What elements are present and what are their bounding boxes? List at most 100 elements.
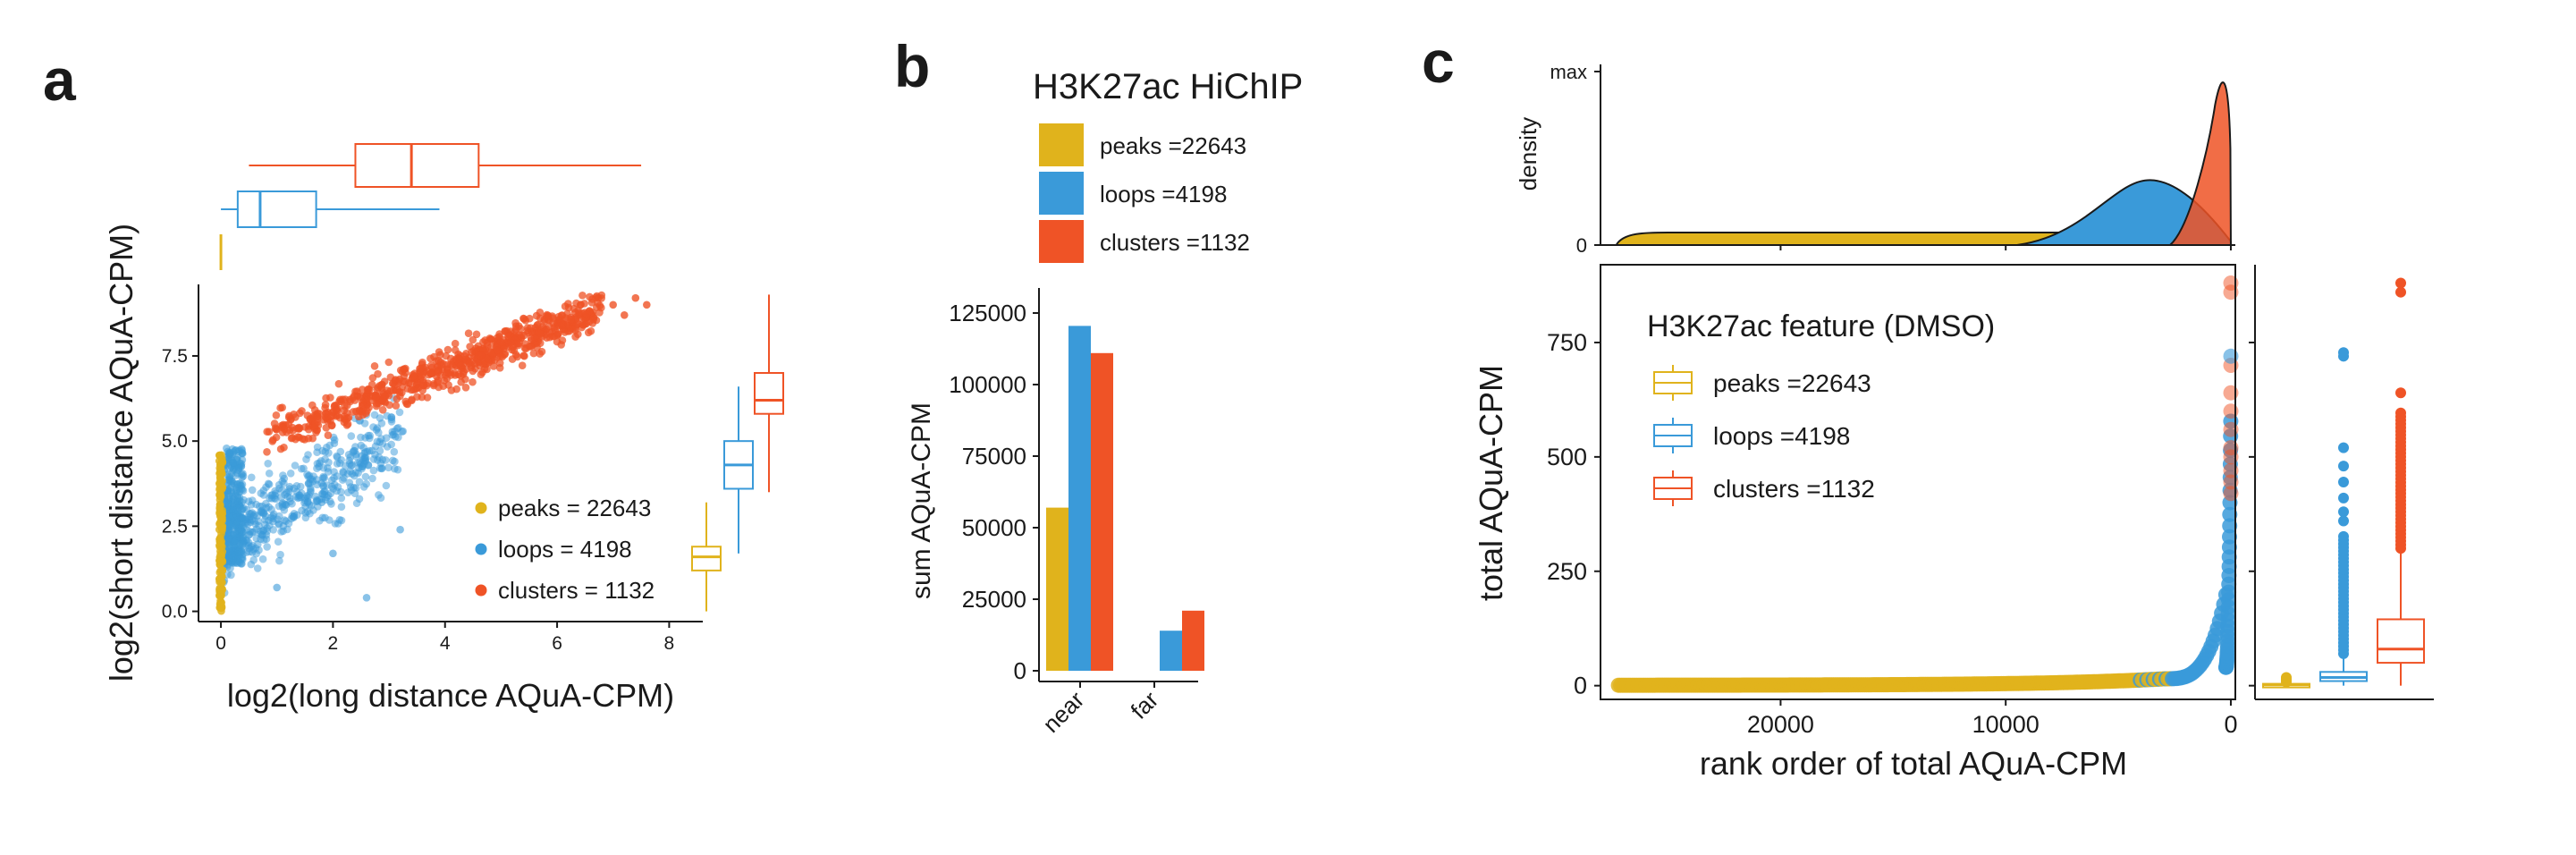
bar-loops-near	[1068, 326, 1091, 671]
scatter-point-cluster	[469, 377, 477, 386]
scatter-point-cluster	[359, 401, 367, 410]
scatter-point-loop	[261, 521, 269, 529]
scatter-point-cluster	[589, 315, 597, 324]
scatter-point-peak	[215, 479, 224, 488]
scatter-point-loop	[232, 471, 240, 479]
legend-label-b: peaks =22643	[1100, 132, 1246, 159]
box-body	[754, 372, 784, 415]
scatter-point-cluster	[372, 393, 381, 402]
scatter-point-cluster	[516, 325, 525, 333]
scatter-point-loop	[238, 446, 247, 454]
scatter-point-cluster	[357, 392, 366, 401]
scatter-point-cluster	[510, 346, 519, 355]
scatter-point-loop	[236, 524, 245, 533]
scatter-point-loop	[382, 481, 391, 490]
scatter-point-cluster	[349, 408, 358, 416]
scatter-point-loop	[321, 447, 330, 456]
y-tick-label-b: 0	[1014, 657, 1026, 684]
scatter-point-cluster	[504, 332, 512, 341]
scatter-point-cluster	[508, 355, 517, 363]
scatter-point-loop	[237, 461, 246, 470]
scatter-point-loop	[252, 534, 261, 543]
scatter-point-cluster	[315, 410, 324, 418]
scatter-point-cluster	[312, 428, 320, 436]
scatter-point-loop	[393, 424, 401, 433]
scatter-point-loop	[288, 512, 297, 521]
scatter-point-loop	[285, 482, 294, 491]
scatter-point-cluster	[519, 351, 528, 360]
scatter-point-peak	[216, 474, 224, 482]
scatter-point-cluster	[533, 321, 542, 330]
scatter-point-loop	[302, 455, 310, 463]
scatter-point-loop	[352, 499, 361, 507]
box-body	[2377, 618, 2425, 665]
scatter-point-cluster	[263, 448, 271, 456]
y-tick-label-b: 100000	[949, 371, 1026, 398]
scatter-point-loop	[259, 491, 268, 499]
scatter-point-loop	[318, 513, 327, 522]
scatter-point-cluster	[519, 331, 528, 340]
scatter-point-cluster	[543, 334, 551, 343]
scatter-point-cluster	[271, 424, 280, 433]
scatter-point-loop	[346, 467, 354, 476]
scatter-point-cluster	[326, 394, 334, 402]
panel-c: c 0 max density 20000 10000 0 0 250 500 750 rank or…	[1422, 29, 2434, 782]
scatter-point-cluster	[373, 400, 381, 408]
scatter-point-loop	[274, 538, 283, 546]
scatter-point-loop	[274, 480, 283, 489]
scatter-point-cluster	[457, 361, 465, 369]
box-body	[691, 546, 722, 571]
scatter-point-loop	[276, 550, 284, 559]
scatter-point-cluster	[298, 407, 306, 415]
legend-key-c-peaks	[1653, 365, 1693, 401]
scatter-point-loop	[244, 497, 253, 505]
scatter-point-loop	[238, 498, 246, 506]
x-axis-title-a: log2(long distance AQuA-CPM)	[227, 677, 674, 714]
boxplot-loops	[2319, 657, 2368, 686]
scatter-point-loop	[326, 497, 334, 506]
scatter-point-cluster	[561, 328, 569, 336]
scatter-point-cluster	[469, 335, 477, 344]
scatter-point-loop	[258, 554, 267, 563]
scatter-point-loop	[325, 516, 334, 524]
scatter-point-cluster	[340, 412, 349, 421]
x-tick-label-c: 10000	[1972, 711, 2040, 738]
legend-label-c: clusters =1132	[1713, 475, 1875, 503]
scatter-point-cluster	[378, 406, 387, 414]
scatter-point-loop	[351, 443, 359, 451]
x-tick-label-a: 0	[215, 633, 226, 654]
scatter-point-cluster	[417, 364, 425, 373]
scatter-point-cluster	[527, 324, 535, 333]
scatter-point-peak	[215, 508, 224, 516]
y-tick-label-c: 750	[1547, 329, 1587, 356]
scatter-point-peak	[218, 566, 227, 574]
outlier-loops	[2338, 461, 2349, 472]
scatter-point-cluster	[393, 394, 401, 403]
y-tick-label-a: 5.0	[162, 431, 188, 452]
scatter-point-cluster	[386, 373, 395, 382]
scatter-point-cluster	[384, 358, 393, 367]
scatter-point-cluster	[280, 444, 288, 452]
bar-clusters-far	[1182, 610, 1204, 671]
scatter-point-loop	[304, 479, 313, 488]
scatter-point-cluster	[434, 368, 443, 377]
scatter-point-cluster	[496, 351, 505, 360]
x-tick-label-a: 8	[664, 633, 675, 654]
boxplot-clusters	[2377, 553, 2425, 686]
scatter-point-cluster	[515, 339, 523, 348]
scatter-point-cluster	[413, 384, 421, 393]
scatter-point-cluster	[631, 293, 640, 302]
scatter-point-loop	[336, 447, 345, 456]
scatter-point-peak	[218, 572, 226, 580]
scatter-point-loop	[362, 594, 371, 602]
scatter-point-cluster	[587, 326, 595, 335]
scatter-point-loop	[391, 464, 399, 473]
scatter-point-loop	[396, 525, 404, 534]
scatter-point-loop	[317, 498, 326, 506]
scatter-point-loop	[229, 554, 237, 563]
box-body	[354, 143, 480, 188]
x-tick-label-a: 2	[328, 633, 339, 654]
scatter-point-loop	[300, 464, 308, 473]
scatter-point-peak	[218, 524, 226, 532]
